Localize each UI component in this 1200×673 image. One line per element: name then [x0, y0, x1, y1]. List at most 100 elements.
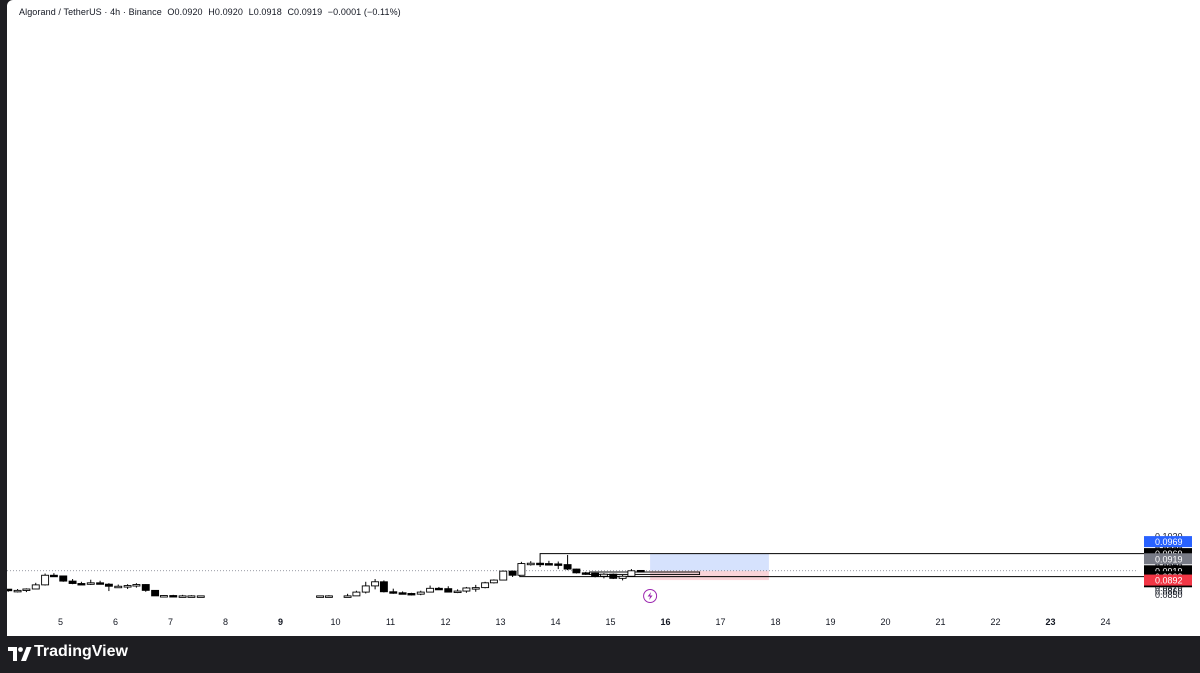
x-tick-label: 22 — [990, 617, 1000, 627]
candle-down — [572, 568, 581, 574]
x-tick-label: 24 — [1100, 617, 1110, 627]
x-tick-label: 15 — [605, 617, 615, 627]
x-tick-label: 10 — [330, 617, 340, 627]
candle-up — [426, 587, 435, 593]
candle-down — [407, 593, 416, 596]
candle-down — [444, 588, 453, 593]
candle-up — [13, 589, 22, 593]
candle-up — [22, 588, 31, 591]
candle-down — [581, 572, 590, 575]
candle-down — [636, 569, 645, 573]
x-tick-label: 13 — [495, 617, 505, 627]
resistance-line — [539, 553, 1144, 564]
legend-change: −0.0001 (−0.11%) — [327, 7, 401, 17]
x-tick-label: 23 — [1045, 617, 1055, 627]
x-tick-label: 6 — [113, 617, 118, 627]
candle-up — [324, 595, 333, 598]
candle-up — [159, 595, 168, 598]
candle-up — [471, 587, 480, 590]
x-tick-label: 9 — [278, 617, 283, 627]
candle-up — [31, 584, 40, 590]
chart-frame: 0.10200.10100.10000.09900.09800.09600.09… — [7, 0, 1200, 636]
legend-symbol[interactable]: Algorand / TetherUS · 4h · Binance — [19, 7, 162, 17]
support-line — [519, 575, 1144, 578]
candle-up — [187, 595, 196, 598]
stop-zone — [650, 570, 769, 581]
candle-down — [389, 591, 398, 594]
candle-up — [178, 595, 187, 598]
candle-up — [343, 595, 352, 598]
candle-down — [169, 595, 178, 598]
x-tick-label: 19 — [825, 617, 835, 627]
candle-up — [114, 585, 123, 589]
x-tick-label: 21 — [935, 617, 945, 627]
candle-down — [563, 564, 572, 570]
candle-down — [434, 587, 443, 591]
candle-down — [536, 562, 545, 566]
candle-down — [544, 563, 553, 566]
candle-up — [416, 591, 425, 595]
x-tick-label: 5 — [58, 617, 63, 627]
price-label-box — [1144, 565, 1192, 577]
x-tick-label: 14 — [550, 617, 560, 627]
x-tick-label: 20 — [880, 617, 890, 627]
candle-down — [59, 575, 68, 582]
candle-down — [398, 592, 407, 595]
candle-up — [371, 581, 380, 587]
y-tick-label: 0.0870 — [1155, 583, 1183, 593]
candle-up — [316, 595, 325, 598]
footer-bar: TradingView — [0, 636, 1200, 673]
tradingview-logo-icon[interactable] — [8, 646, 32, 662]
candle-down — [508, 570, 517, 576]
target-zone — [650, 553, 769, 571]
candle-down — [77, 583, 86, 586]
legend-high: H0.0920 — [208, 7, 243, 17]
price-label-box — [1144, 553, 1192, 565]
candle-down — [96, 582, 105, 585]
price-label-text: 0.0892 — [1155, 576, 1183, 586]
candlestick-chart[interactable]: 0.10200.10100.10000.09900.09800.09600.09… — [7, 0, 1200, 636]
candle-down — [554, 563, 563, 566]
candle-up — [86, 582, 95, 585]
x-tick-label: 18 — [770, 617, 780, 627]
candle-up — [627, 570, 636, 577]
lightning-icon — [647, 592, 653, 600]
candle-up — [453, 590, 462, 594]
price-label-text: 0.0919 — [1155, 554, 1183, 564]
x-tick-label: 8 — [223, 617, 228, 627]
price-label-box — [1144, 536, 1192, 548]
symbol-legend: Algorand / TetherUS · 4h · Binance O0.09… — [19, 7, 404, 17]
y-tick-label: 0.0860 — [1155, 587, 1183, 597]
candle-up — [618, 575, 627, 579]
candle-up — [123, 585, 132, 588]
legend-open: O0.0920 — [167, 7, 203, 17]
x-tick-label: 16 — [660, 617, 670, 627]
candle-down — [7, 588, 13, 592]
y-tick-label: 0.0850 — [1155, 590, 1183, 600]
x-tick-label: 17 — [715, 617, 725, 627]
candle-up — [526, 562, 535, 566]
candle-down — [591, 572, 600, 577]
x-tick-label: 12 — [440, 617, 450, 627]
candle-up — [196, 595, 205, 598]
x-tick-label: 11 — [386, 617, 395, 627]
candle-up — [361, 585, 370, 593]
tradingview-wordmark[interactable]: TradingView — [34, 643, 128, 660]
candle-down — [151, 589, 160, 597]
candle-up — [132, 584, 141, 587]
candle-down — [609, 573, 618, 579]
candle-up — [352, 591, 361, 597]
candle-down — [379, 581, 388, 593]
price-label-text: 0.0969 — [1155, 537, 1183, 547]
candle-up — [517, 563, 526, 576]
candle-down — [49, 574, 58, 578]
candle-up — [41, 574, 50, 586]
candle-down — [104, 583, 113, 587]
x-tick-label: 7 — [168, 617, 173, 627]
candle-up — [599, 573, 608, 577]
candle-up — [499, 570, 508, 581]
candle-up — [462, 587, 471, 592]
legend-close: C0.0919 — [287, 7, 323, 17]
candle-up — [481, 582, 490, 589]
candle-up — [489, 579, 498, 584]
